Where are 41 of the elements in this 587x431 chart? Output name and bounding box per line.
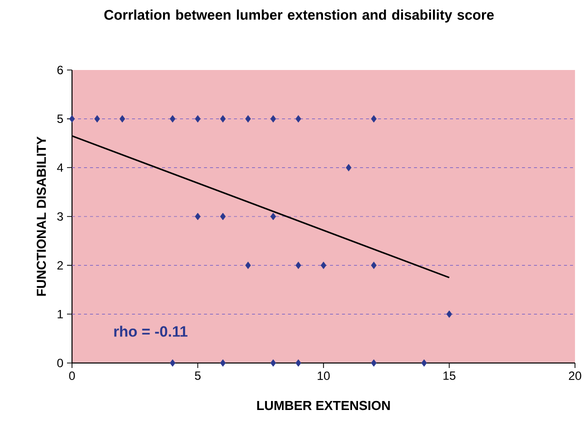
point	[170, 115, 176, 123]
annotation: rho = -0.11	[114, 326, 188, 337]
y-tick-label: 3	[57, 212, 63, 221]
point	[69, 115, 75, 123]
point	[296, 115, 302, 123]
x-tick-label: 5	[194, 372, 201, 380]
y-tick-label: 2	[57, 261, 63, 270]
chart-title: Corrlation between lumber extenstion and disability score	[104, 10, 494, 23]
point	[346, 164, 352, 172]
x-tick-label: 15	[443, 372, 456, 380]
point	[194, 212, 201, 220]
point	[220, 212, 226, 220]
point	[270, 212, 276, 220]
x-tick-label: 10	[318, 372, 330, 380]
point	[119, 115, 126, 123]
point	[220, 115, 226, 123]
point	[370, 115, 377, 123]
point	[296, 359, 302, 367]
point	[320, 262, 326, 270]
y-axis-title: FUNCTIONAL DISABILITY	[36, 136, 46, 296]
x-tick-label: 0	[69, 372, 75, 380]
point	[370, 359, 377, 367]
point	[296, 262, 302, 270]
point	[446, 310, 452, 318]
point	[421, 359, 427, 367]
point	[194, 115, 201, 123]
y-tick-label: 0	[57, 358, 64, 368]
y-tick-label: 6	[57, 66, 63, 74]
point	[270, 115, 276, 123]
y-tick-label: 5	[57, 114, 63, 124]
x-axis-title: LUMBER EXTENSION	[257, 400, 390, 410]
point	[370, 262, 377, 270]
y-tick-label: 1	[58, 310, 63, 318]
x-tick-label: 20	[568, 372, 582, 380]
point	[170, 359, 176, 367]
point	[94, 115, 100, 123]
point	[270, 359, 276, 367]
point	[245, 262, 251, 270]
y-tick-label: 4	[57, 164, 64, 172]
point	[245, 115, 251, 123]
point	[220, 359, 226, 367]
